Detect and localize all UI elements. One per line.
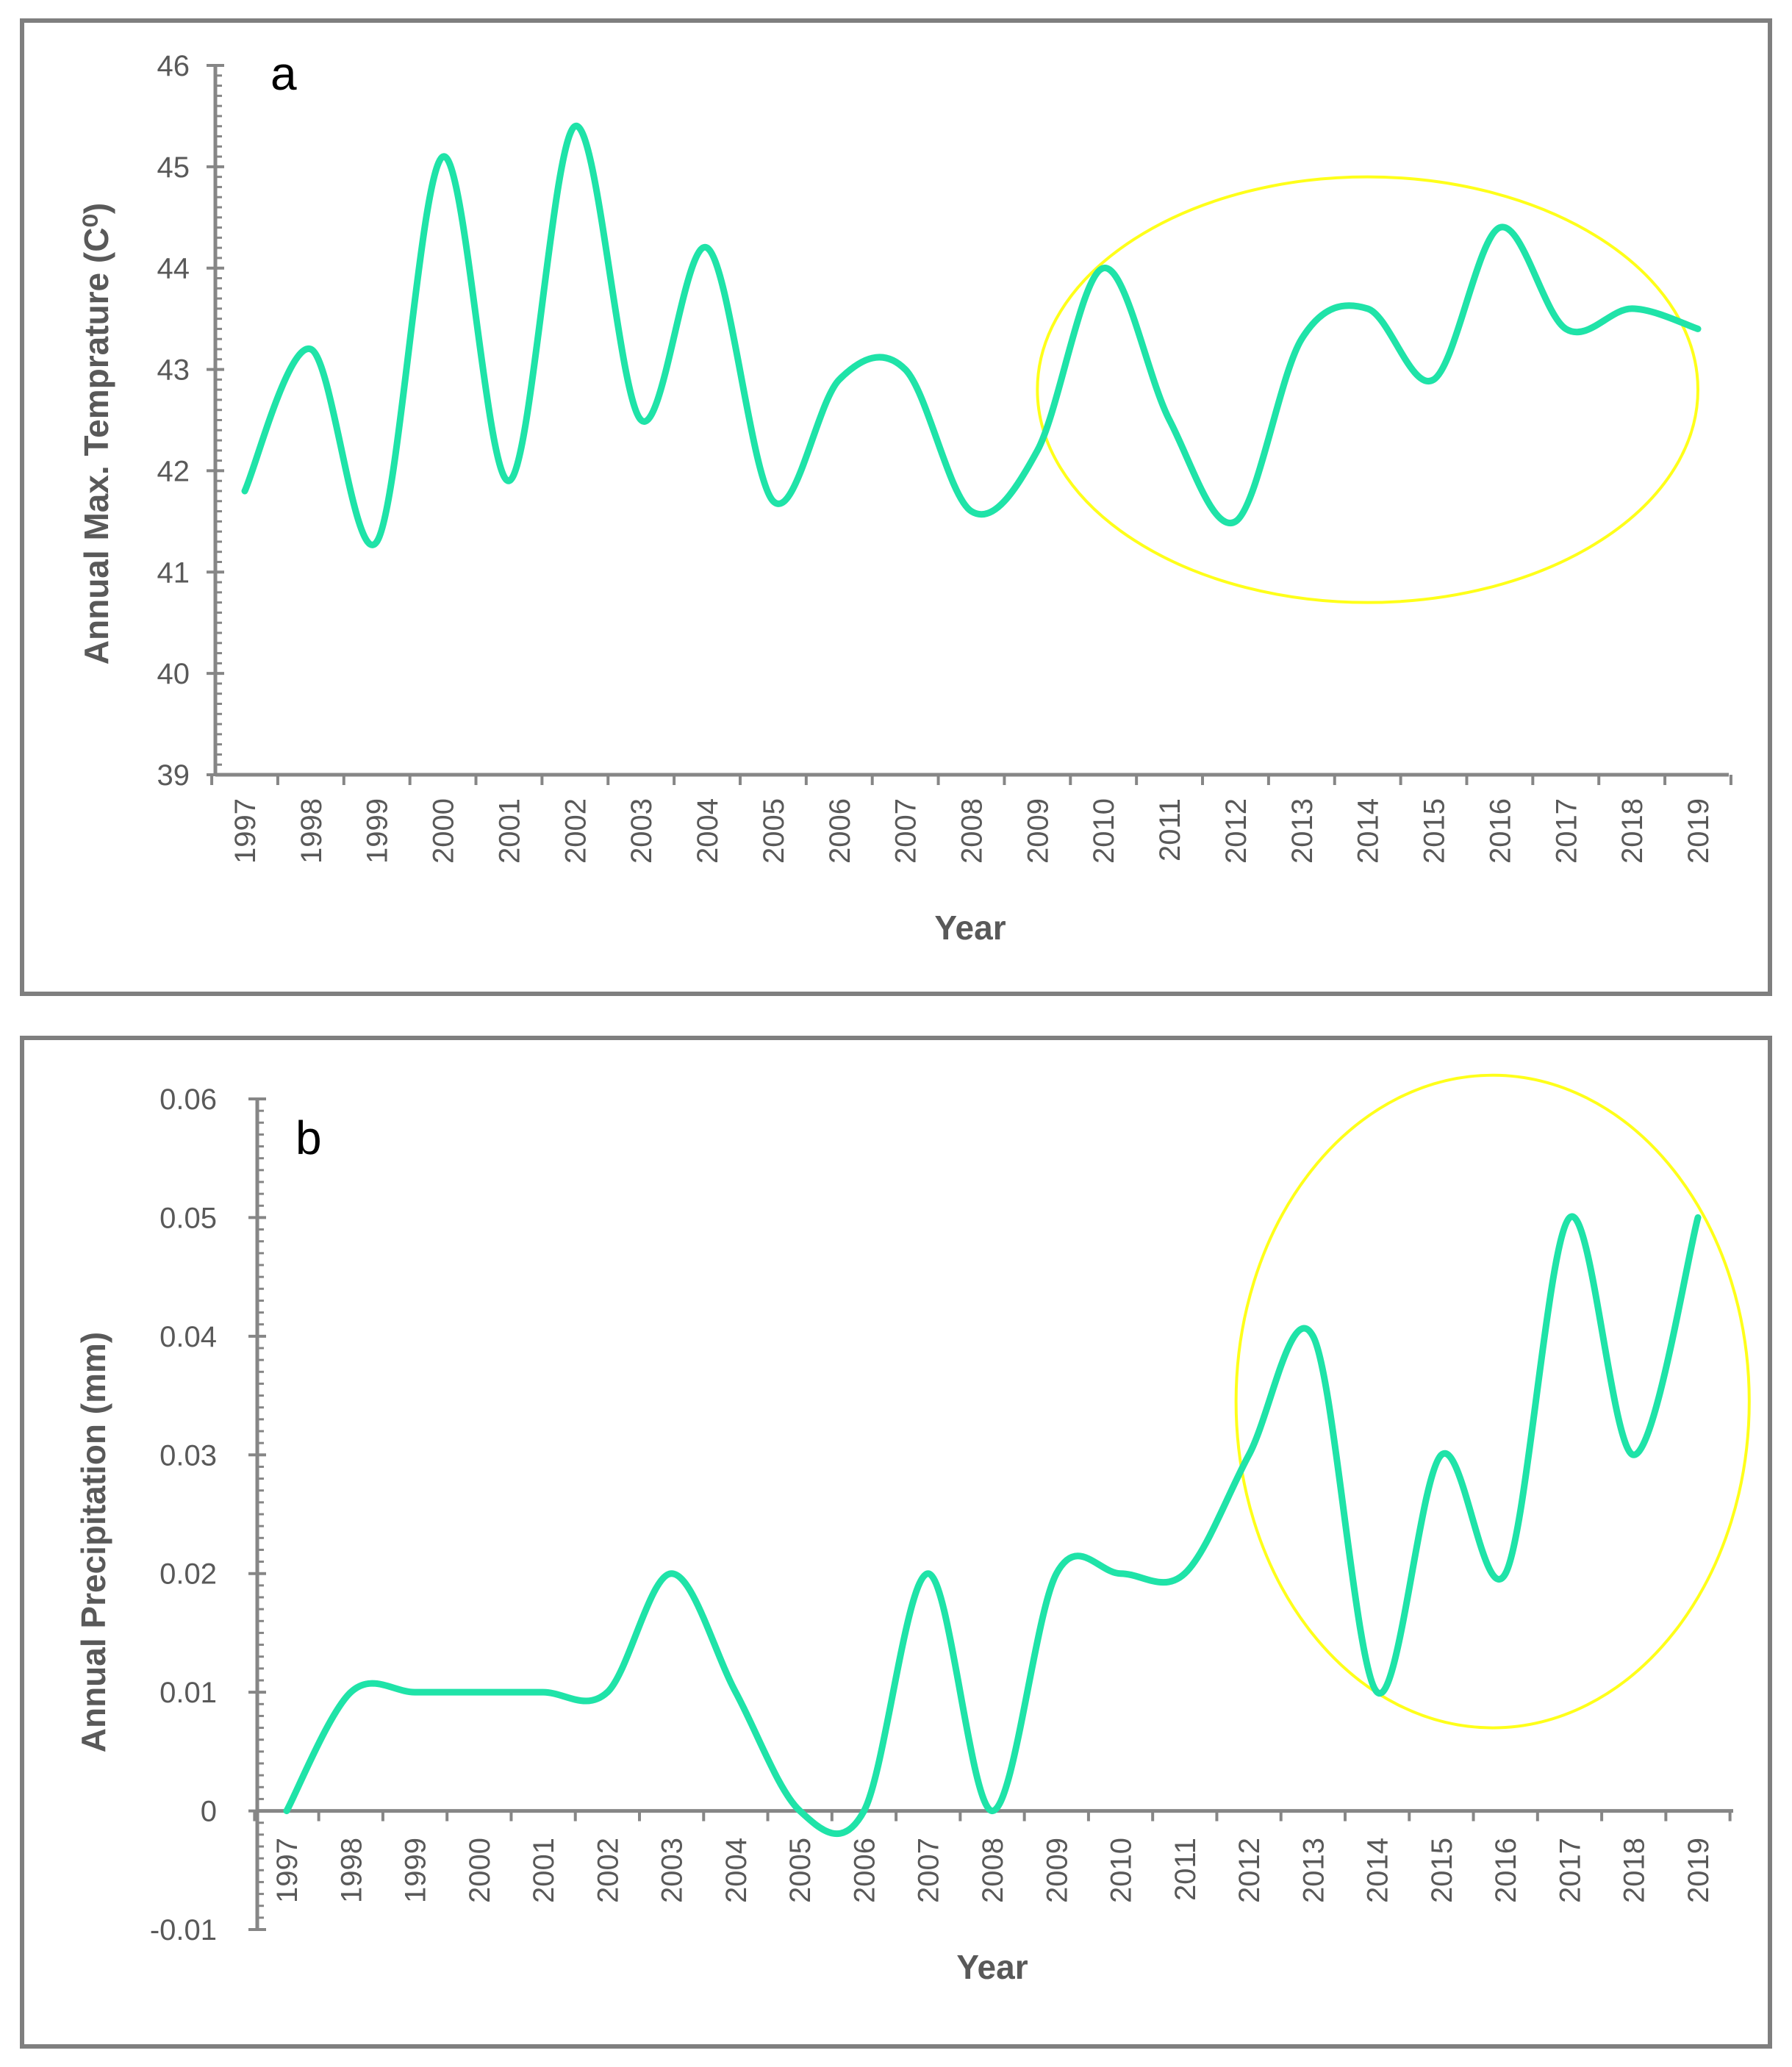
- x-tick-label: 1999: [362, 798, 394, 864]
- y-tick-label: 44: [157, 253, 190, 285]
- y-tick-label: 45: [157, 151, 190, 184]
- chart-b-x-axis-title: Year: [956, 1948, 1028, 1986]
- x-tick-label: 2010: [1105, 1838, 1138, 1903]
- x-tick-label: 2007: [890, 798, 922, 864]
- x-tick-label: 2011: [1154, 798, 1186, 861]
- y-tick-label: 41: [157, 556, 190, 589]
- highlight-ellipse: [1036, 175, 1699, 604]
- panel-a-frame: [20, 18, 1772, 996]
- x-tick-label: 2016: [1490, 1838, 1522, 1903]
- x-tick-label: 2013: [1286, 798, 1319, 864]
- chart-a-x-axis-title: Year: [934, 909, 1006, 947]
- x-tick-label: 2015: [1419, 798, 1451, 864]
- x-tick-label: 2010: [1088, 798, 1120, 864]
- x-tick-label: 1997: [229, 798, 262, 864]
- x-tick-label: 2003: [626, 798, 658, 864]
- panel-b-label: b: [295, 1111, 322, 1164]
- y-tick-label: 0.04: [160, 1321, 217, 1353]
- x-tick-label: 2006: [848, 1838, 881, 1903]
- x-tick-label: 2001: [528, 1838, 560, 1903]
- x-tick-label: 1997: [271, 1838, 304, 1903]
- chart-a: a 39 40 41 42 43 44 45 46 1997 1998 1999 2000 2001 2…: [77, 47, 1732, 947]
- y-tick-label: 0.06: [160, 1083, 217, 1116]
- x-tick-label: 2004: [720, 1838, 753, 1903]
- x-tick-label: 2005: [784, 1838, 817, 1903]
- x-tick-label: 2014: [1352, 798, 1385, 864]
- x-tick-label: 2001: [493, 798, 526, 864]
- x-tick-label: 2005: [758, 798, 790, 864]
- y-tick-label: 0.02: [160, 1558, 217, 1591]
- series-line: [241, 123, 1702, 548]
- x-tick-label: 2017: [1550, 798, 1583, 864]
- y-tick-label: 39: [157, 759, 190, 792]
- highlight-ellipse: [1234, 1073, 1751, 1730]
- chart-b-plot-area: [283, 1073, 1751, 1838]
- x-tick-label: 2012: [1233, 1838, 1266, 1903]
- x-tick-label: 2008: [956, 798, 989, 864]
- x-tick-label: 2018: [1616, 798, 1649, 864]
- x-tick-label: 2018: [1619, 1838, 1651, 1903]
- chart-b-y-axis-title: Annual Precipitation (mm): [74, 1332, 112, 1752]
- chart-b-y-axis: -0.01 0 0.01 0.02 0.03 0.04 0.05 0.06: [150, 1083, 266, 1946]
- x-tick-label: 2004: [692, 798, 724, 864]
- chart-a-y-axis-title: Annual Max. Temprature (C⁰): [77, 203, 115, 664]
- y-tick-label: 43: [157, 354, 190, 387]
- x-tick-label: 2000: [464, 1838, 496, 1903]
- x-tick-label: 2016: [1484, 798, 1516, 864]
- chart-a-x-axis: 1997 1998 1999 2000 2001 2002 2003 2004 2005 2006…: [210, 773, 1732, 864]
- y-tick-label: 0.03: [160, 1439, 217, 1472]
- x-tick-label: 2014: [1362, 1838, 1394, 1903]
- x-tick-label: 2002: [592, 1838, 624, 1903]
- x-tick-label: 2012: [1220, 798, 1252, 864]
- y-tick-label: 46: [157, 50, 190, 82]
- y-tick-label: 0.05: [160, 1202, 217, 1234]
- y-tick-label: 42: [157, 455, 190, 487]
- y-tick-label: 0.01: [160, 1677, 217, 1709]
- panel-a-label: a: [270, 47, 297, 100]
- chart-a-plot-area: [241, 123, 1702, 604]
- x-tick-label: 2019: [1682, 798, 1715, 864]
- x-tick-label: 2008: [977, 1838, 1009, 1903]
- x-tick-label: 2019: [1682, 1838, 1715, 1903]
- x-tick-label: 1999: [400, 1838, 432, 1903]
- x-tick-label: 2000: [428, 798, 460, 864]
- chart-a-y-axis: 39 40 41 42 43 44 45 46: [157, 50, 224, 792]
- chart-b-x-axis: 1997 1998 1999 2000 2001 2002 2003 2004 2005 2006…: [253, 1809, 1733, 1903]
- x-tick-label: 2015: [1426, 1838, 1458, 1903]
- x-tick-label: 1998: [295, 798, 328, 864]
- x-tick-label: 2011: [1169, 1838, 1202, 1901]
- y-tick-label: 0: [201, 1796, 217, 1828]
- y-tick-label: -0.01: [150, 1914, 217, 1946]
- x-tick-label: 2013: [1297, 1838, 1330, 1903]
- x-tick-label: 2006: [824, 798, 856, 864]
- y-tick-label: 40: [157, 658, 190, 690]
- x-tick-label: 2003: [656, 1838, 689, 1903]
- x-tick-label: 1998: [335, 1838, 368, 1903]
- x-tick-label: 2002: [559, 798, 592, 864]
- x-tick-label: 2009: [1022, 798, 1054, 864]
- x-tick-label: 2009: [1041, 1838, 1073, 1903]
- x-tick-label: 2017: [1554, 1838, 1586, 1903]
- x-tick-label: 2007: [913, 1838, 945, 1903]
